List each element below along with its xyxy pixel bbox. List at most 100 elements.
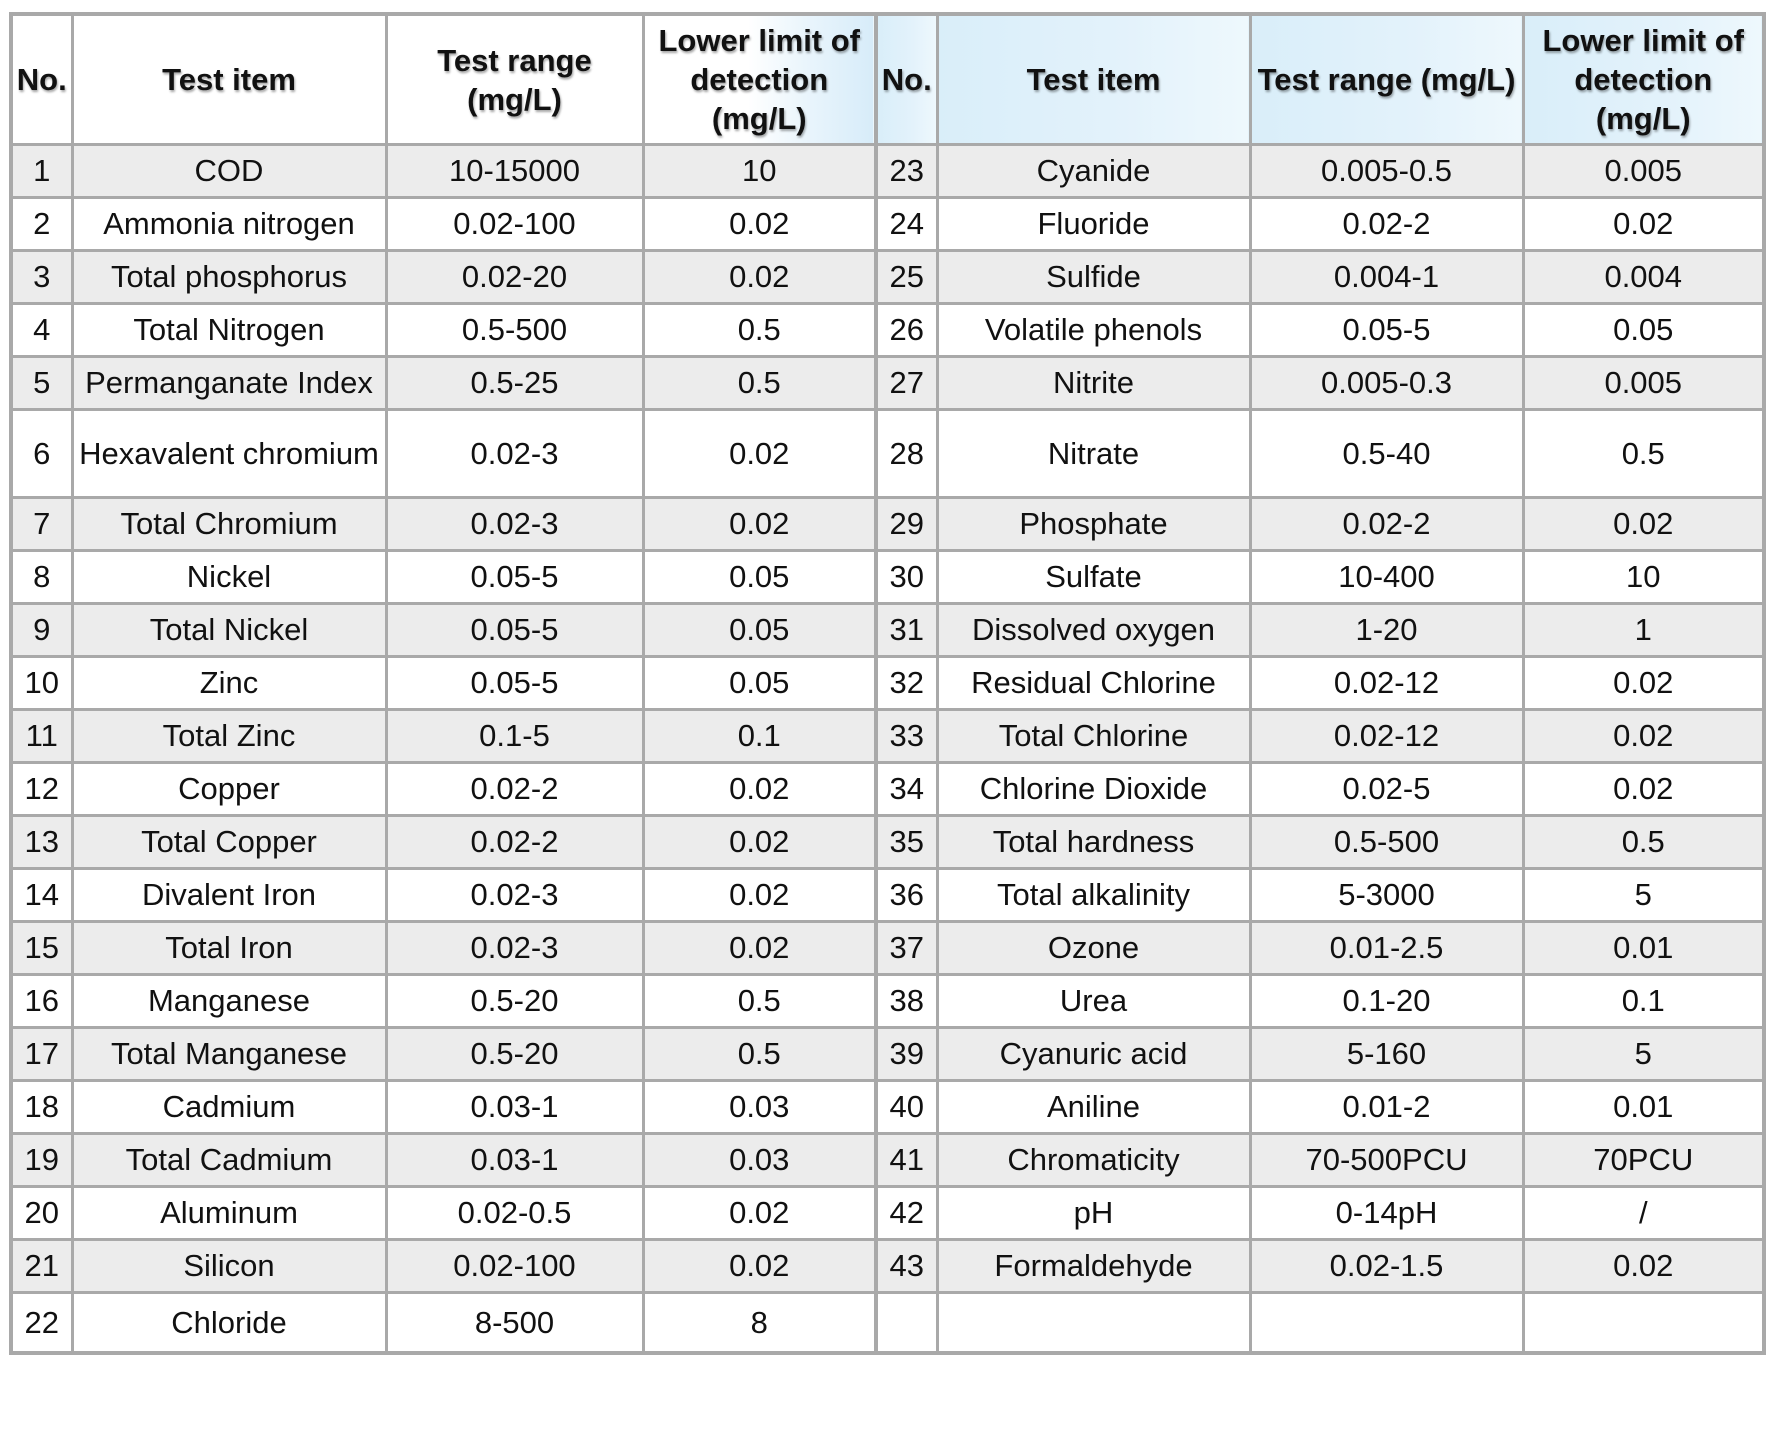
cell-lower-limit-left: 0.02 — [641, 814, 878, 870]
cell-no-right: 32 — [874, 655, 939, 711]
header-lower-limit-right: Lower limit of detection (mg/L) — [1521, 12, 1766, 146]
cell-no-left: 2 — [9, 196, 74, 252]
table-row: 14 Divalent Iron 0.02-3 0.02 36 Total alkalin… — [9, 867, 1766, 923]
table-row: 11 Total Zinc 0.1-5 0.1 33 Total Chlorine 0.02… — [9, 708, 1766, 764]
cell-test-item-left: Copper — [70, 761, 388, 817]
cell-no-left: 18 — [9, 1079, 74, 1135]
cell-test-range-right: 0.02-1.5 — [1248, 1238, 1525, 1294]
cell-test-item-left: Zinc — [70, 655, 388, 711]
table-row: 8 Nickel 0.05-5 0.05 30 Sulfate 10-400 10 — [9, 549, 1766, 605]
header-test-range-left: Test range (mg/L) — [384, 12, 645, 146]
cell-lower-limit-right: 10 — [1521, 549, 1766, 605]
cell-lower-limit-left: 10 — [641, 143, 878, 199]
cell-test-item-right: Chlorine Dioxide — [935, 761, 1252, 817]
cell-lower-limit-left: 0.02 — [641, 761, 878, 817]
cell-no-right: 29 — [874, 496, 939, 552]
cell-test-item-left: Silicon — [70, 1238, 388, 1294]
table-row: 1 COD 10-15000 10 23 Cyanide 0.005-0.5 0.005 — [9, 143, 1766, 199]
test-parameters-table: No. Test item Test range (mg/L) Lower li… — [9, 12, 1766, 1355]
cell-test-range-right: 5-3000 — [1248, 867, 1525, 923]
cell-lower-limit-right: 70PCU — [1521, 1132, 1766, 1188]
cell-test-range-left: 0.02-2 — [384, 761, 645, 817]
cell-test-item-right: Total Chlorine — [935, 708, 1252, 764]
table-row: 6 Hexavalent chromium 0.02-3 0.02 28 Nitrate 0… — [9, 408, 1766, 499]
cell-no-left: 3 — [9, 249, 74, 305]
table-row: 15 Total Iron 0.02-3 0.02 37 Ozone 0.01-2.5 0.0… — [9, 920, 1766, 976]
cell-test-item-right: Sulfide — [935, 249, 1252, 305]
cell-test-item-right: Residual Chlorine — [935, 655, 1252, 711]
cell-no-left: 10 — [9, 655, 74, 711]
cell-test-range-right: 0.02-5 — [1248, 761, 1525, 817]
cell-lower-limit-right — [1521, 1291, 1766, 1355]
cell-test-range-right: 0.02-2 — [1248, 196, 1525, 252]
cell-test-range-left: 0.02-3 — [384, 920, 645, 976]
cell-lower-limit-left: 0.02 — [641, 496, 878, 552]
cell-test-item-left: Total Copper — [70, 814, 388, 870]
cell-no-right: 41 — [874, 1132, 939, 1188]
cell-test-range-right: 10-400 — [1248, 549, 1525, 605]
cell-test-range-right: 0.02-12 — [1248, 655, 1525, 711]
cell-no-left: 1 — [9, 143, 74, 199]
cell-no-left: 9 — [9, 602, 74, 658]
cell-no-left: 4 — [9, 302, 74, 358]
cell-test-item-left: Total Nitrogen — [70, 302, 388, 358]
table-row: 13 Total Copper 0.02-2 0.02 35 Total hardness… — [9, 814, 1766, 870]
cell-no-left: 21 — [9, 1238, 74, 1294]
cell-test-item-left: Total Nickel — [70, 602, 388, 658]
cell-lower-limit-right: 0.02 — [1521, 1238, 1766, 1294]
cell-lower-limit-right: 1 — [1521, 602, 1766, 658]
header-test-item-right: Test item — [935, 12, 1252, 146]
cell-test-item-right: Total alkalinity — [935, 867, 1252, 923]
cell-test-range-left: 0.05-5 — [384, 549, 645, 605]
cell-test-item-right: pH — [935, 1185, 1252, 1241]
cell-no-right: 31 — [874, 602, 939, 658]
cell-test-range-right: 0.01-2.5 — [1248, 920, 1525, 976]
cell-no-left: 11 — [9, 708, 74, 764]
cell-test-range-left: 0.03-1 — [384, 1132, 645, 1188]
cell-lower-limit-left: 0.02 — [641, 1185, 878, 1241]
cell-test-item-right: Dissolved oxygen — [935, 602, 1252, 658]
cell-test-item-right: Volatile phenols — [935, 302, 1252, 358]
cell-lower-limit-left: 0.02 — [641, 249, 878, 305]
cell-no-right: 36 — [874, 867, 939, 923]
cell-lower-limit-left: 8 — [641, 1291, 878, 1355]
cell-test-range-right: 0.01-2 — [1248, 1079, 1525, 1135]
cell-test-range-right: 0.05-5 — [1248, 302, 1525, 358]
cell-test-range-left: 0.02-100 — [384, 1238, 645, 1294]
cell-test-range-left: 0.5-25 — [384, 355, 645, 411]
cell-test-item-left: Hexavalent chromium — [70, 408, 388, 499]
cell-test-range-right: 0.1-20 — [1248, 973, 1525, 1029]
cell-no-right: 42 — [874, 1185, 939, 1241]
cell-test-item-left: Total Iron — [70, 920, 388, 976]
cell-test-item-left: Cadmium — [70, 1079, 388, 1135]
cell-lower-limit-left: 0.5 — [641, 973, 878, 1029]
cell-no-left: 20 — [9, 1185, 74, 1241]
header-lower-limit-left: Lower limit of detection (mg/L) — [641, 12, 878, 146]
cell-lower-limit-right: 0.05 — [1521, 302, 1766, 358]
cell-lower-limit-right: 0.02 — [1521, 761, 1766, 817]
cell-test-range-right: 0.004-1 — [1248, 249, 1525, 305]
cell-no-left: 5 — [9, 355, 74, 411]
cell-no-right: 30 — [874, 549, 939, 605]
cell-test-range-right: 0.5-500 — [1248, 814, 1525, 870]
cell-test-range-left: 0.02-2 — [384, 814, 645, 870]
cell-lower-limit-right: 0.02 — [1521, 708, 1766, 764]
cell-test-range-left: 0.02-20 — [384, 249, 645, 305]
cell-lower-limit-left: 0.5 — [641, 302, 878, 358]
cell-lower-limit-left: 0.02 — [641, 867, 878, 923]
cell-test-item-right: Cyanuric acid — [935, 1026, 1252, 1082]
cell-test-item-right: Nitrite — [935, 355, 1252, 411]
cell-lower-limit-left: 0.1 — [641, 708, 878, 764]
cell-no-right: 26 — [874, 302, 939, 358]
cell-no-right: 39 — [874, 1026, 939, 1082]
cell-no-left: 14 — [9, 867, 74, 923]
cell-no-right: 23 — [874, 143, 939, 199]
cell-lower-limit-left: 0.02 — [641, 1238, 878, 1294]
cell-test-range-left: 0.5-20 — [384, 1026, 645, 1082]
cell-test-range-left: 0.02-3 — [384, 496, 645, 552]
cell-test-range-right: 0.5-40 — [1248, 408, 1525, 499]
table-row: 2 Ammonia nitrogen 0.02-100 0.02 24 Fluoride 0… — [9, 196, 1766, 252]
cell-test-item-left: Ammonia nitrogen — [70, 196, 388, 252]
table-row: 22 Chloride 8-500 8 — [9, 1291, 1766, 1355]
cell-no-right — [874, 1291, 939, 1355]
